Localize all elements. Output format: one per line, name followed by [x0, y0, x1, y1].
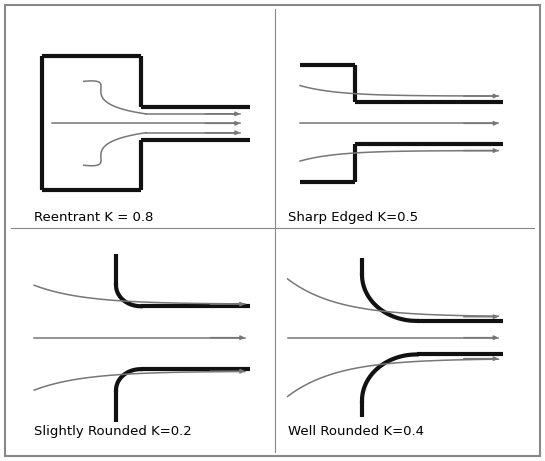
Text: Sharp Edged K=0.5: Sharp Edged K=0.5: [288, 211, 418, 224]
Text: Slightly Rounded K=0.2: Slightly Rounded K=0.2: [34, 426, 192, 438]
Text: Well Rounded K=0.4: Well Rounded K=0.4: [288, 426, 423, 438]
Text: Reentrant K = 0.8: Reentrant K = 0.8: [34, 211, 154, 224]
